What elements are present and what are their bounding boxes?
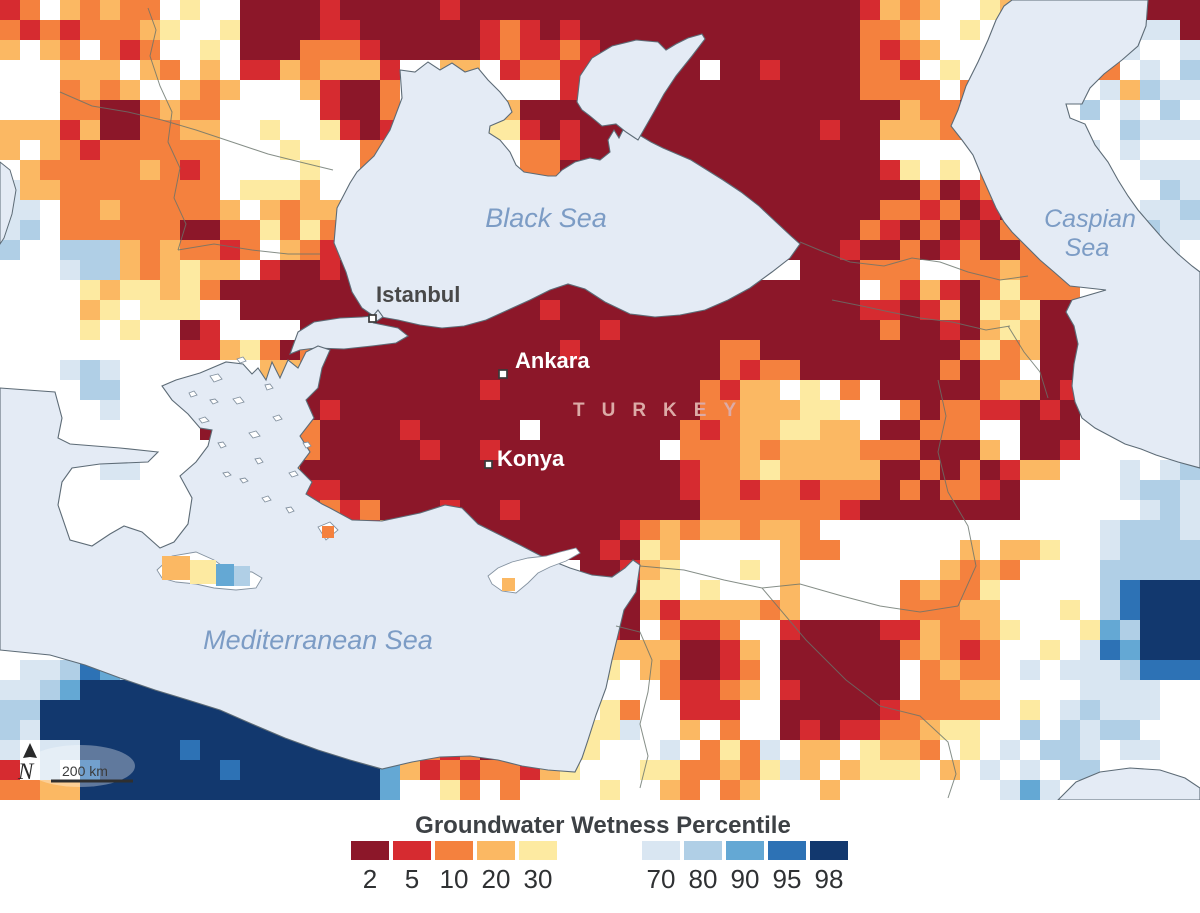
svg-text:N: N [17, 759, 35, 784]
svg-text:95: 95 [773, 864, 802, 894]
svg-text:Black Sea: Black Sea [485, 203, 607, 233]
svg-text:2: 2 [363, 864, 377, 894]
svg-text:TURKEY: TURKEY [573, 400, 753, 421]
svg-text:Groundwater Wetness Percentile: Groundwater Wetness Percentile [415, 812, 791, 839]
svg-text:80: 80 [689, 864, 718, 894]
svg-text:20: 20 [482, 864, 511, 894]
svg-text:Konya: Konya [497, 446, 565, 471]
svg-text:Caspian: Caspian [1044, 205, 1136, 233]
svg-text:Mediterranean Sea: Mediterranean Sea [203, 625, 433, 655]
svg-text:200 km: 200 km [62, 763, 108, 779]
svg-text:10: 10 [440, 864, 469, 894]
svg-text:Ankara: Ankara [515, 348, 590, 373]
svg-text:70: 70 [647, 864, 676, 894]
svg-text:5: 5 [405, 864, 419, 894]
svg-text:Sea: Sea [1065, 234, 1110, 262]
svg-text:30: 30 [524, 864, 553, 894]
svg-text:90: 90 [731, 864, 760, 894]
svg-text:Istanbul: Istanbul [376, 282, 460, 307]
svg-text:98: 98 [815, 864, 844, 894]
